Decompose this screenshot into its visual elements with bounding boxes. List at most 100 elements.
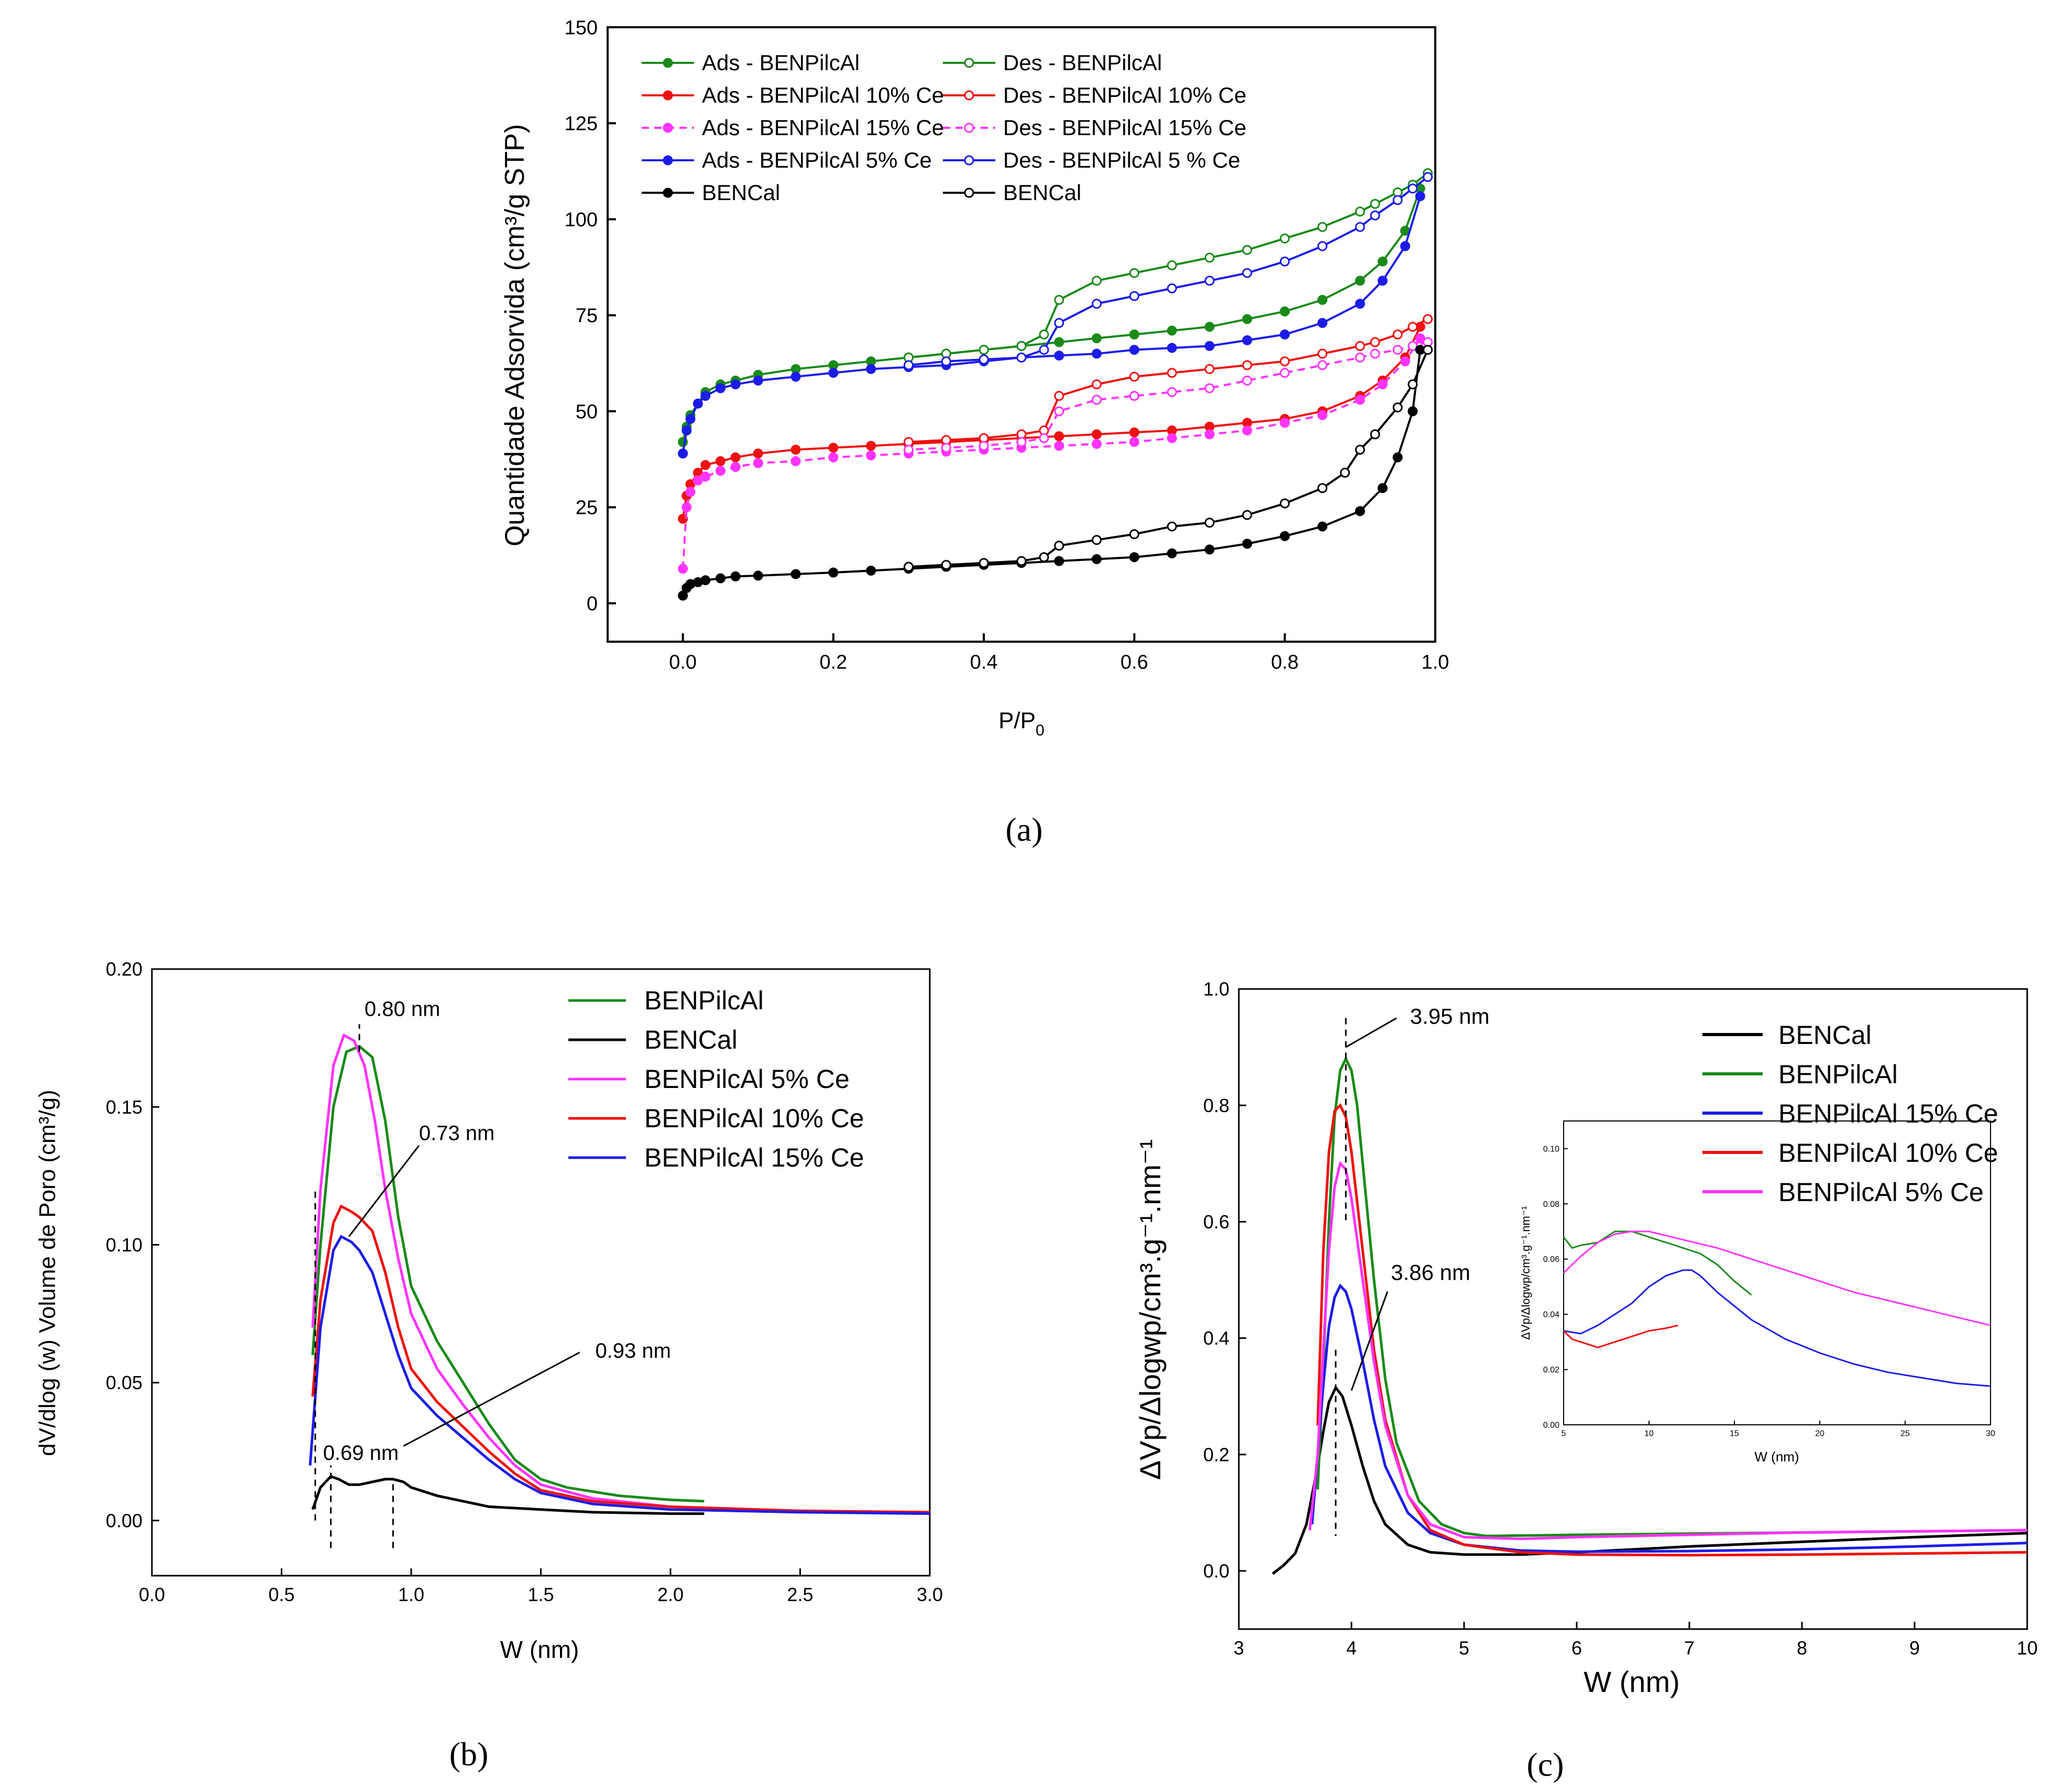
- chart-a-point: [1016, 437, 1027, 447]
- chart-c-xtick-label: 7: [1684, 1637, 1695, 1659]
- chart-c-inset-xtick-label: 5: [1562, 1430, 1566, 1438]
- chart-a-legend-label: Des - BENPilcAl 10% Ce: [1003, 83, 1246, 107]
- chart-a-point: [1204, 322, 1215, 332]
- chart-a-point: [1167, 283, 1177, 294]
- chart-a-point: [1054, 541, 1064, 551]
- chart-a-point: [1016, 340, 1027, 351]
- chart-c: 3 4 5 6 7 8 9 10 0.0 0.2 0.4 0.6 0.8 1.0 W (nm) ΔVp/Δlo…: [1134, 979, 2038, 1783]
- chart-a-point: [1242, 375, 1252, 386]
- chart-b-series-line-2: [311, 1033, 930, 1514]
- chart-a-series-line: [908, 341, 1428, 451]
- chart-c-legend-label: BENPilcAl 15% Ce: [1778, 1099, 1998, 1128]
- chart-a-point: [1370, 199, 1380, 209]
- chart-c-annotation: 3.86 nm: [1391, 1260, 1470, 1284]
- chart-c-plot-frame: [1238, 988, 2028, 1630]
- chart-c-xtick-label: 9: [1909, 1637, 1920, 1659]
- chart-a-point: [1415, 191, 1425, 202]
- chart-a-point: [1204, 518, 1215, 528]
- chart-a-point: [1129, 329, 1139, 339]
- chart-b-ytick-label: 0.20: [106, 959, 142, 980]
- chart-a-point: [1242, 360, 1252, 370]
- chart-a-point: [678, 564, 688, 574]
- chart-a-point: [1423, 314, 1433, 324]
- chart-a-point: [1355, 276, 1365, 286]
- chart-a-point: [700, 575, 711, 586]
- chart-c-legend-label: BENCal: [1778, 1020, 1872, 1050]
- chart-a-point: [1039, 552, 1049, 563]
- chart-c-ytick-label: 0.6: [1203, 1211, 1229, 1233]
- chart-a-point: [1054, 391, 1064, 401]
- chart-c-inset-xtick-label: 25: [1900, 1430, 1910, 1438]
- chart-c-inset-ytick-label: 0.06: [1543, 1255, 1559, 1264]
- chart-a-point: [692, 398, 703, 409]
- chart-a-xtick-label: 0.2: [819, 651, 847, 673]
- chart-a-point: [1317, 521, 1328, 532]
- chart-a-point: [1204, 429, 1215, 439]
- chart-b-legend-label: BENPilcAl 5% Ce: [644, 1064, 850, 1094]
- chart-a-point: [904, 562, 914, 572]
- chart-a-point: [715, 466, 725, 476]
- chart-a-point: [700, 471, 711, 482]
- chart-b-xtick-label: 1.0: [398, 1584, 424, 1606]
- chart-a-point: [1204, 340, 1215, 351]
- chart-b-legend-label: BENCal: [644, 1025, 738, 1054]
- chart-a-point: [730, 452, 741, 463]
- chart-a-point: [1167, 325, 1177, 336]
- chart-c-ytick-label: 1.0: [1203, 979, 1229, 1000]
- chart-a-point: [1167, 433, 1177, 443]
- chart-c-xtick-label: 3: [1234, 1637, 1244, 1659]
- chart-a-point: [1340, 467, 1350, 478]
- chart-c-inset-xtick-label: 30: [1986, 1430, 1995, 1438]
- chart-a-point: [1016, 352, 1027, 362]
- chart-a-legend-label: Ads - BENPilcAl 10% Ce: [702, 83, 944, 107]
- chart-a-point: [1408, 340, 1418, 351]
- chart-a-legend-marker: [663, 188, 673, 198]
- chart-a-point: [1355, 506, 1365, 516]
- chart-a-point: [1039, 433, 1049, 443]
- chart-a-point: [1242, 245, 1252, 255]
- chart-a-point: [790, 456, 801, 466]
- chart-b-annotation: 0.69 nm: [323, 1442, 399, 1465]
- chart-a-point: [1392, 345, 1403, 355]
- chart-a-point: [1370, 429, 1380, 439]
- chart-a-point: [790, 444, 801, 455]
- chart-b-ytick-label: 0.15: [106, 1096, 142, 1118]
- chart-a-point: [1355, 299, 1365, 309]
- chart-a-point: [1167, 343, 1177, 353]
- chart-a-ylabel: Quantidade Adsorvida (cm³/g STP): [500, 124, 530, 546]
- chart-a-point: [1129, 529, 1139, 540]
- chart-a-point: [1129, 437, 1139, 447]
- chart-c-annotation: 3.95 nm: [1410, 1004, 1490, 1029]
- chart-a-point: [1092, 348, 1102, 359]
- chart-a-legend-label: Ads - BENPilcAl 5% Ce: [702, 148, 932, 172]
- chart-a-point: [1167, 260, 1177, 271]
- chart-a-point: [1392, 329, 1403, 339]
- chart-c-xtick-label: 8: [1797, 1637, 1807, 1659]
- chart-c-inset-xtick-label: 15: [1730, 1430, 1739, 1438]
- chart-c-inset-xtick-label: 10: [1644, 1430, 1654, 1438]
- chart-a-point: [715, 456, 725, 466]
- chart-a-point: [1280, 233, 1290, 244]
- chart-b-xtick-label: 0.5: [268, 1584, 294, 1606]
- chart-b-ylabel: dV/dlog (w) Volume de Poro (cm³/g): [35, 1090, 60, 1456]
- chart-a-legend-marker: [964, 155, 974, 166]
- chart-a-ytick-label: 100: [565, 209, 598, 231]
- chart-a-legend-marker: [964, 58, 974, 68]
- chart-a-point: [1204, 276, 1215, 286]
- chart-a-point: [1317, 222, 1328, 232]
- chart-b-legend-label: BENPilcAl 15% Ce: [644, 1143, 864, 1172]
- chart-a-point: [978, 558, 989, 568]
- chart-a-point: [866, 441, 876, 451]
- chart-a-point: [1400, 241, 1411, 251]
- chart-a-series-line: [908, 349, 1429, 568]
- chart-a-ytick-label: 125: [565, 113, 598, 135]
- chart-a-point: [1092, 299, 1102, 309]
- chart-a-xlabel: P/P0: [998, 708, 1045, 739]
- chart-a-point: [1204, 383, 1215, 393]
- chart-a-legend-label: BENCal: [702, 180, 780, 205]
- chart-a-point: [1054, 350, 1064, 361]
- chart-a-point: [1377, 276, 1388, 286]
- chart-a-point: [1370, 348, 1380, 359]
- chart-a-legend-marker: [663, 58, 673, 68]
- chart-a-point: [1204, 544, 1215, 555]
